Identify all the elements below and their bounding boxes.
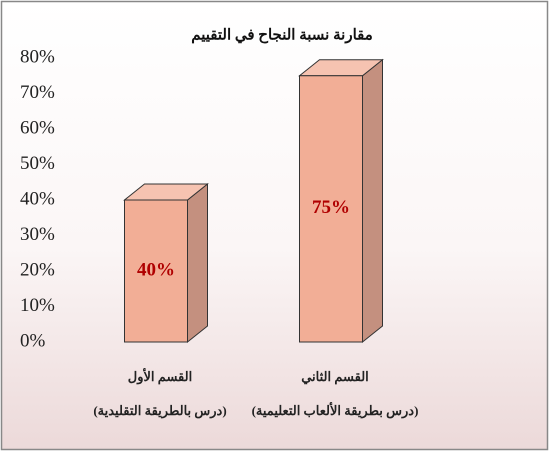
y-tick-label: 0% (20, 330, 46, 351)
bar-front (124, 199, 188, 343)
bar-front (299, 75, 363, 343)
x-tick-label: القسم الثاني (301, 369, 369, 385)
x-tick-label: القسم الأول (128, 368, 192, 385)
y-tick-label: 50% (20, 153, 55, 174)
y-tick-label: 30% (20, 224, 55, 245)
y-tick-label: 70% (20, 82, 55, 103)
category-note: (درس بالطريقة التقليدية) (93, 403, 226, 419)
bar (123, 182, 209, 344)
y-tick-label: 10% (20, 295, 55, 316)
category-note: (درس بطريقة الألعاب التعليمية) (252, 402, 419, 419)
bar (298, 58, 384, 344)
y-tick-label: 40% (20, 188, 55, 209)
value-label: 75% (312, 197, 350, 218)
y-tick-label: 20% (20, 259, 55, 280)
bar-side (187, 182, 208, 344)
value-label: 40% (137, 259, 175, 280)
chart-title: مقارنة نسبة النجاح في التقييم (191, 27, 373, 44)
y-tick-label: 80% (20, 46, 55, 67)
bar-side (362, 58, 383, 344)
y-tick-label: 60% (20, 117, 55, 138)
